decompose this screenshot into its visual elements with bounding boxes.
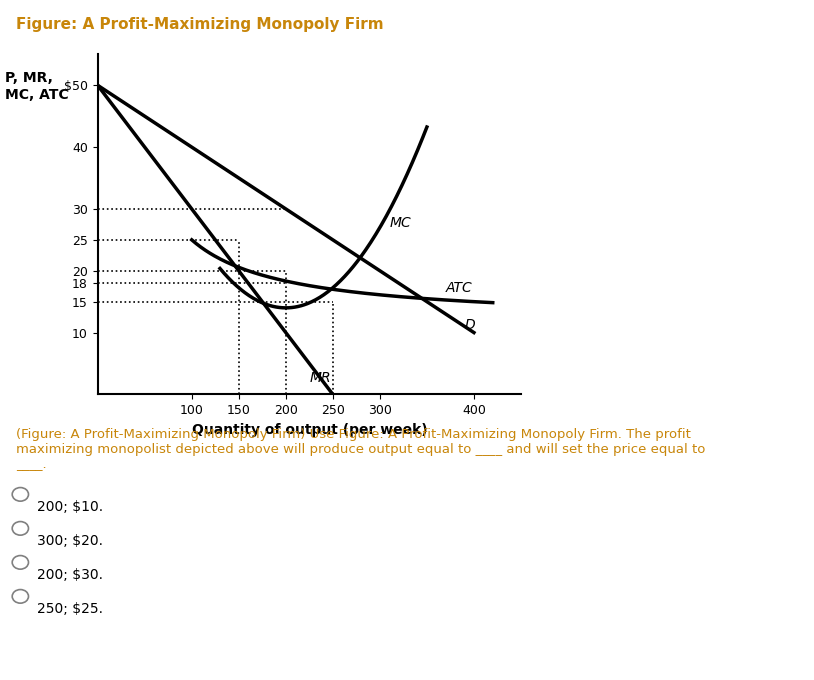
Text: D: D [465, 318, 475, 333]
Text: 200; $30.: 200; $30. [37, 568, 103, 582]
X-axis label: Quantity of output (per week): Quantity of output (per week) [191, 423, 427, 437]
Text: 300; $20.: 300; $20. [37, 534, 103, 548]
Text: MR: MR [309, 371, 331, 385]
Text: (Figure: A Profit-Maximizing Monopoly Firm) Use Figure: A Profit-Maximizing Mono: (Figure: A Profit-Maximizing Monopoly Fi… [16, 428, 706, 471]
Text: Figure: A Profit-Maximizing Monopoly Firm: Figure: A Profit-Maximizing Monopoly Fir… [16, 17, 384, 32]
Text: ATC: ATC [446, 282, 472, 295]
Text: 200; $10.: 200; $10. [37, 500, 103, 514]
Y-axis label: P, MR,
MC, ATC: P, MR, MC, ATC [5, 71, 68, 101]
Text: 250; $25.: 250; $25. [37, 602, 103, 616]
Text: MC: MC [389, 216, 411, 231]
